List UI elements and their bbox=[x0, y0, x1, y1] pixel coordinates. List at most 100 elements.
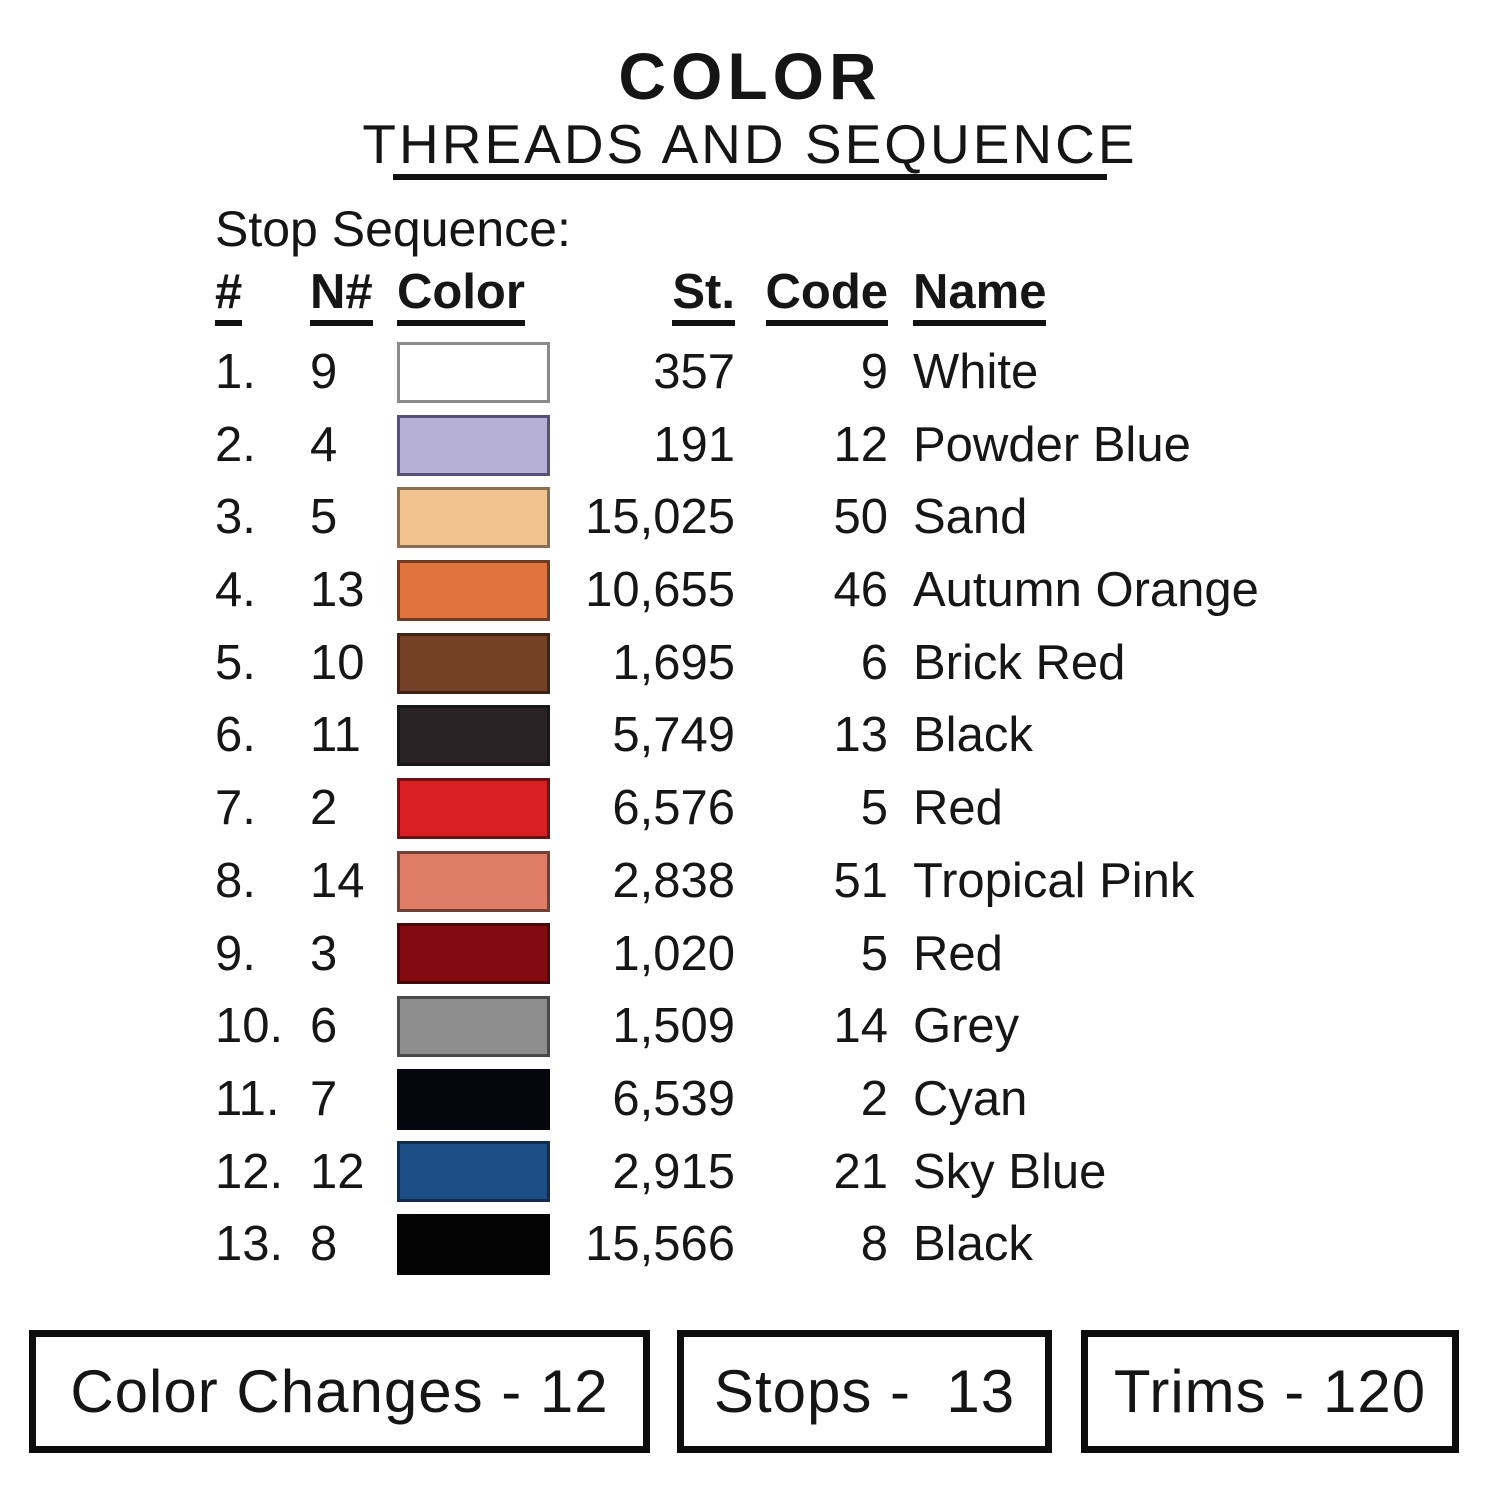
stitch-count: 1,509 bbox=[612, 999, 735, 1054]
table-row: 5. 10 1,695 6 Brick Red bbox=[215, 627, 1335, 700]
table-row: 8. 14 2,838 51 Tropical Pink bbox=[215, 845, 1335, 918]
stitch-count: 6,576 bbox=[612, 781, 735, 836]
table-row: 4. 13 10,655 46 Autumn Orange bbox=[215, 554, 1335, 627]
color-swatch bbox=[397, 705, 550, 767]
stitch-count: 191 bbox=[653, 417, 735, 472]
row-number: 5. bbox=[215, 635, 256, 690]
color-name: Grey bbox=[913, 999, 1020, 1054]
color-swatch bbox=[397, 341, 550, 403]
row-number: 7. bbox=[215, 781, 256, 836]
table-row: 6. 11 5,749 13 Black bbox=[215, 699, 1335, 772]
header-number: # bbox=[215, 266, 310, 336]
header-code: Code bbox=[735, 266, 888, 336]
page-subtitle: THREADS AND SEQUENCE bbox=[362, 113, 1138, 175]
needle-number: 14 bbox=[310, 853, 365, 908]
row-number: 2. bbox=[215, 417, 256, 472]
color-code: 14 bbox=[833, 999, 888, 1054]
color-code: 21 bbox=[833, 1144, 888, 1199]
needle-number: 8 bbox=[310, 1217, 338, 1272]
color-swatch bbox=[397, 1068, 550, 1130]
table-row: 10. 6 1,509 14 Grey bbox=[215, 990, 1335, 1063]
color-code: 13 bbox=[833, 708, 888, 763]
row-number: 13. bbox=[215, 1217, 284, 1272]
table-row: 12. 12 2,915 21 Sky Blue bbox=[215, 1136, 1335, 1209]
color-swatch-cell bbox=[397, 1063, 550, 1136]
stitch-count: 10,655 bbox=[585, 563, 735, 618]
color-name: Sky Blue bbox=[913, 1144, 1107, 1199]
color-code: 6 bbox=[860, 635, 888, 690]
trims-label: Trims - 120 bbox=[1113, 1358, 1427, 1425]
color-name: Sand bbox=[913, 490, 1028, 545]
color-name: Black bbox=[913, 1217, 1033, 1272]
color-swatch-cell bbox=[397, 336, 550, 409]
color-swatch bbox=[397, 1141, 550, 1203]
color-code: 5 bbox=[860, 926, 888, 981]
color-swatch-cell bbox=[397, 409, 550, 482]
color-swatch-cell bbox=[397, 481, 550, 554]
table-row: 13. 8 15,566 8 Black bbox=[215, 1208, 1335, 1281]
table-header-row: # N# Color St. Code Name bbox=[215, 266, 1335, 336]
stitch-count: 1,020 bbox=[612, 926, 735, 981]
color-swatch-cell bbox=[397, 627, 550, 700]
color-swatch-cell bbox=[397, 772, 550, 845]
color-swatch bbox=[397, 559, 550, 621]
color-name: Red bbox=[913, 926, 1003, 981]
header-name: Name bbox=[888, 266, 1318, 336]
table-row: 11. 7 6,539 2 Cyan bbox=[215, 1063, 1335, 1136]
trims-box: Trims - 120 bbox=[1081, 1330, 1459, 1453]
row-number: 8. bbox=[215, 853, 256, 908]
stitch-count: 6,539 bbox=[612, 1071, 735, 1126]
needle-number: 11 bbox=[310, 708, 361, 763]
color-code: 12 bbox=[833, 417, 888, 472]
color-swatch bbox=[397, 414, 550, 476]
stops-box: Stops - 13 bbox=[677, 1330, 1052, 1453]
color-swatch bbox=[397, 632, 550, 694]
row-number: 4. bbox=[215, 563, 256, 618]
needle-number: 7 bbox=[310, 1071, 338, 1126]
row-number: 11. bbox=[215, 1071, 280, 1126]
color-code: 2 bbox=[860, 1071, 888, 1126]
header-stitches: St. bbox=[550, 266, 735, 336]
row-number: 12. bbox=[215, 1144, 284, 1199]
sequence-table-body: 1. 9 357 9 White 2. 4 191 12 Powder Blue 3. 5 15,025… bbox=[215, 336, 1335, 1281]
color-swatch-cell bbox=[397, 1136, 550, 1209]
stop-sequence-label: Stop Sequence: bbox=[215, 201, 571, 257]
needle-number: 12 bbox=[310, 1144, 365, 1199]
color-name: Tropical Pink bbox=[913, 853, 1195, 908]
color-swatch bbox=[397, 777, 550, 839]
color-code: 8 bbox=[860, 1217, 888, 1272]
row-number: 10. bbox=[215, 999, 284, 1054]
color-code: 50 bbox=[833, 490, 888, 545]
color-name: Powder Blue bbox=[913, 417, 1191, 472]
color-name: Cyan bbox=[913, 1071, 1028, 1126]
color-swatch-cell bbox=[397, 554, 550, 627]
color-swatch-cell bbox=[397, 699, 550, 772]
needle-number: 2 bbox=[310, 781, 338, 836]
color-code: 5 bbox=[860, 781, 888, 836]
stitch-count: 2,838 bbox=[612, 853, 735, 908]
table-row: 7. 2 6,576 5 Red bbox=[215, 772, 1335, 845]
color-code: 9 bbox=[860, 345, 888, 399]
color-code: 46 bbox=[833, 563, 888, 618]
color-name: Autumn Orange bbox=[913, 563, 1259, 618]
color-swatch-cell bbox=[397, 845, 550, 918]
stitch-count: 1,695 bbox=[612, 635, 735, 690]
row-number: 3. bbox=[215, 490, 256, 545]
color-changes-box: Color Changes - 12 bbox=[29, 1330, 650, 1453]
stitch-count: 2,915 bbox=[612, 1144, 735, 1199]
color-code: 51 bbox=[833, 853, 888, 908]
color-name: Red bbox=[913, 781, 1003, 836]
stops-label: Stops - 13 bbox=[713, 1358, 1016, 1425]
table-row: 1. 9 357 9 White bbox=[215, 336, 1335, 409]
title-underline bbox=[393, 174, 1107, 180]
row-number: 1. bbox=[215, 345, 256, 399]
needle-number: 10 bbox=[310, 635, 365, 690]
table-row: 9. 3 1,020 5 Red bbox=[215, 918, 1335, 991]
stitch-count: 15,566 bbox=[585, 1217, 735, 1272]
needle-number: 9 bbox=[310, 345, 338, 399]
stitch-count: 15,025 bbox=[585, 490, 735, 545]
page-title: COLOR bbox=[618, 39, 882, 113]
row-number: 9. bbox=[215, 926, 256, 981]
color-swatch-cell bbox=[397, 918, 550, 991]
